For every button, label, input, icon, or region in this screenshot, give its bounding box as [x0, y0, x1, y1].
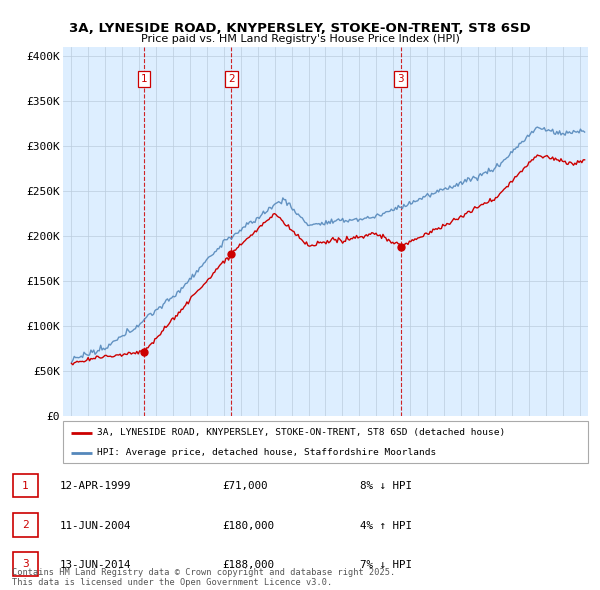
- Text: £188,000: £188,000: [222, 560, 274, 569]
- Text: 3A, LYNESIDE ROAD, KNYPERSLEY, STOKE-ON-TRENT, ST8 6SD: 3A, LYNESIDE ROAD, KNYPERSLEY, STOKE-ON-…: [69, 22, 531, 35]
- Text: 1: 1: [140, 74, 147, 84]
- Text: 4% ↑ HPI: 4% ↑ HPI: [360, 521, 412, 530]
- Text: 2: 2: [22, 520, 29, 530]
- Text: 11-JUN-2004: 11-JUN-2004: [60, 521, 131, 530]
- Text: 3A, LYNESIDE ROAD, KNYPERSLEY, STOKE-ON-TRENT, ST8 6SD (detached house): 3A, LYNESIDE ROAD, KNYPERSLEY, STOKE-ON-…: [97, 428, 505, 437]
- Text: 8% ↓ HPI: 8% ↓ HPI: [360, 481, 412, 491]
- Text: £71,000: £71,000: [222, 481, 268, 491]
- Text: £180,000: £180,000: [222, 521, 274, 530]
- FancyBboxPatch shape: [63, 421, 588, 463]
- Text: 2: 2: [228, 74, 235, 84]
- FancyBboxPatch shape: [13, 552, 38, 576]
- Text: Contains HM Land Registry data © Crown copyright and database right 2025.
This d: Contains HM Land Registry data © Crown c…: [12, 568, 395, 587]
- Text: 1: 1: [22, 481, 29, 490]
- Text: 13-JUN-2014: 13-JUN-2014: [60, 560, 131, 569]
- Text: 7% ↓ HPI: 7% ↓ HPI: [360, 560, 412, 569]
- Text: 12-APR-1999: 12-APR-1999: [60, 481, 131, 491]
- FancyBboxPatch shape: [13, 513, 38, 537]
- Text: 3: 3: [22, 559, 29, 569]
- Text: Price paid vs. HM Land Registry's House Price Index (HPI): Price paid vs. HM Land Registry's House …: [140, 34, 460, 44]
- FancyBboxPatch shape: [13, 474, 38, 497]
- Text: 3: 3: [397, 74, 404, 84]
- Text: HPI: Average price, detached house, Staffordshire Moorlands: HPI: Average price, detached house, Staf…: [97, 448, 436, 457]
